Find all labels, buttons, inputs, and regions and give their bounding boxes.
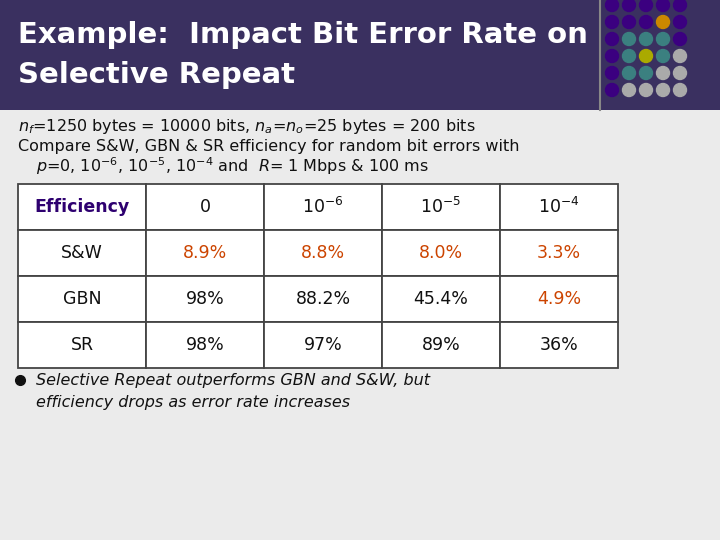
- Text: 98%: 98%: [186, 336, 225, 354]
- FancyBboxPatch shape: [500, 230, 618, 276]
- Circle shape: [623, 50, 636, 63]
- FancyBboxPatch shape: [18, 276, 146, 322]
- Circle shape: [657, 32, 670, 45]
- Circle shape: [623, 66, 636, 79]
- Text: 89%: 89%: [422, 336, 460, 354]
- Text: 88.2%: 88.2%: [295, 290, 351, 308]
- Circle shape: [639, 66, 652, 79]
- Text: SR: SR: [71, 336, 94, 354]
- Circle shape: [673, 16, 686, 29]
- Circle shape: [623, 32, 636, 45]
- Text: 98%: 98%: [186, 290, 225, 308]
- FancyBboxPatch shape: [382, 276, 500, 322]
- Circle shape: [657, 84, 670, 97]
- FancyBboxPatch shape: [264, 276, 382, 322]
- Circle shape: [673, 32, 686, 45]
- Circle shape: [639, 0, 652, 11]
- Circle shape: [606, 32, 618, 45]
- Text: 36%: 36%: [539, 336, 578, 354]
- Circle shape: [673, 84, 686, 97]
- Circle shape: [639, 84, 652, 97]
- Text: 4.9%: 4.9%: [537, 290, 581, 308]
- FancyBboxPatch shape: [146, 276, 264, 322]
- Circle shape: [606, 50, 618, 63]
- Circle shape: [606, 16, 618, 29]
- Text: Efficiency: Efficiency: [35, 198, 130, 216]
- FancyBboxPatch shape: [18, 322, 146, 368]
- FancyBboxPatch shape: [264, 184, 382, 230]
- Text: 45.4%: 45.4%: [413, 290, 469, 308]
- Circle shape: [623, 0, 636, 11]
- FancyBboxPatch shape: [146, 230, 264, 276]
- Circle shape: [657, 0, 670, 11]
- Circle shape: [657, 66, 670, 79]
- FancyBboxPatch shape: [146, 184, 264, 230]
- Circle shape: [639, 16, 652, 29]
- Text: GBN: GBN: [63, 290, 102, 308]
- Circle shape: [639, 50, 652, 63]
- Text: 10$^{-6}$: 10$^{-6}$: [302, 197, 343, 217]
- Text: $p$=0, 10$^{-6}$, 10$^{-5}$, 10$^{-4}$ and  $R$= 1 Mbps & 100 ms: $p$=0, 10$^{-6}$, 10$^{-5}$, 10$^{-4}$ a…: [36, 155, 429, 177]
- Text: Compare S&W, GBN & SR efficiency for random bit errors with: Compare S&W, GBN & SR efficiency for ran…: [18, 139, 520, 154]
- Circle shape: [673, 66, 686, 79]
- FancyBboxPatch shape: [264, 230, 382, 276]
- FancyBboxPatch shape: [18, 230, 146, 276]
- FancyBboxPatch shape: [146, 322, 264, 368]
- Circle shape: [673, 50, 686, 63]
- Circle shape: [657, 50, 670, 63]
- Text: 8.0%: 8.0%: [419, 244, 463, 262]
- Circle shape: [673, 0, 686, 11]
- Text: Selective Repeat outperforms GBN and S&W, but: Selective Repeat outperforms GBN and S&W…: [36, 373, 430, 388]
- Circle shape: [657, 16, 670, 29]
- Text: $n_f$=1250 bytes = 10000 bits, $n_a$=$n_o$=25 bytes = 200 bits: $n_f$=1250 bytes = 10000 bits, $n_a$=$n_…: [18, 118, 476, 137]
- Text: Selective Repeat: Selective Repeat: [18, 61, 295, 89]
- FancyBboxPatch shape: [264, 322, 382, 368]
- FancyBboxPatch shape: [500, 276, 618, 322]
- FancyBboxPatch shape: [500, 184, 618, 230]
- Circle shape: [623, 16, 636, 29]
- FancyBboxPatch shape: [382, 230, 500, 276]
- Text: 8.9%: 8.9%: [183, 244, 227, 262]
- Circle shape: [623, 84, 636, 97]
- FancyBboxPatch shape: [382, 184, 500, 230]
- Text: 10$^{-4}$: 10$^{-4}$: [539, 197, 580, 217]
- FancyBboxPatch shape: [18, 184, 146, 230]
- Text: Example:  Impact Bit Error Rate on: Example: Impact Bit Error Rate on: [18, 21, 588, 49]
- Text: 10$^{-5}$: 10$^{-5}$: [420, 197, 462, 217]
- Circle shape: [606, 0, 618, 11]
- Text: 3.3%: 3.3%: [537, 244, 581, 262]
- Circle shape: [639, 32, 652, 45]
- Text: 97%: 97%: [304, 336, 343, 354]
- FancyBboxPatch shape: [382, 322, 500, 368]
- Text: efficiency drops as error rate increases: efficiency drops as error rate increases: [36, 395, 350, 409]
- Circle shape: [606, 66, 618, 79]
- Circle shape: [606, 84, 618, 97]
- FancyBboxPatch shape: [0, 0, 720, 110]
- FancyBboxPatch shape: [500, 322, 618, 368]
- Text: S&W: S&W: [61, 244, 103, 262]
- Text: 0: 0: [199, 198, 210, 216]
- Text: 8.8%: 8.8%: [301, 244, 345, 262]
